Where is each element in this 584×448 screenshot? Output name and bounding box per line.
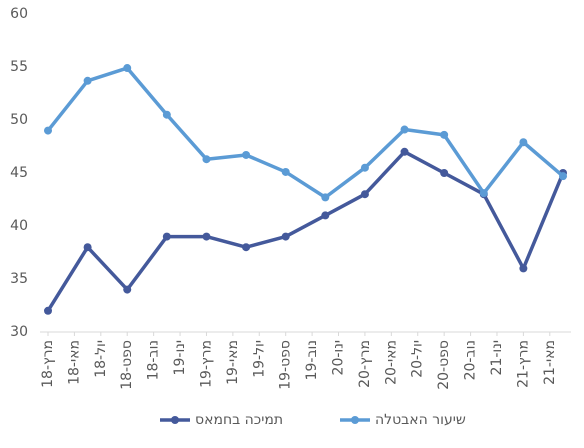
x-tick-label: מרץ-19 <box>198 340 214 388</box>
point <box>440 130 449 139</box>
point <box>519 264 528 273</box>
x-tick-label: ינו-19 <box>172 340 188 375</box>
point <box>440 169 449 177</box>
point <box>281 167 290 176</box>
x-tick-label: ספט-18 <box>119 340 135 390</box>
x-tick-label: ספט-20 <box>436 340 452 390</box>
point <box>559 172 567 181</box>
point <box>83 76 92 85</box>
x-tick-label: יול-18 <box>93 340 109 378</box>
y-tick-label: 60 <box>10 6 28 22</box>
y-tick-label: 50 <box>10 112 28 128</box>
x-tick-label: נוב-19 <box>304 340 320 380</box>
x-tick-label: נוב-18 <box>146 340 162 380</box>
legend-marker <box>351 416 359 424</box>
point <box>44 306 52 315</box>
point <box>360 190 369 199</box>
point <box>281 232 290 241</box>
legend-label: שיעור האבטלה <box>375 412 466 428</box>
point <box>123 64 132 73</box>
x-tick-label: מרץ-20 <box>357 340 373 388</box>
point <box>44 126 52 135</box>
point <box>162 110 171 119</box>
point <box>202 232 211 241</box>
x-tick-label: מרץ-18 <box>40 340 56 388</box>
point <box>242 243 251 252</box>
point <box>242 150 251 159</box>
point <box>400 147 409 156</box>
point <box>202 155 211 164</box>
y-tick-label: 55 <box>10 59 28 75</box>
y-tick-label: 40 <box>10 218 28 234</box>
y-tick-label: 45 <box>10 165 28 181</box>
x-tick-label: ספט-19 <box>278 340 294 390</box>
x-tick-label: מאי-20 <box>383 340 399 385</box>
x-tick-label: יול-20 <box>410 340 426 378</box>
point <box>321 211 330 220</box>
point <box>360 163 369 172</box>
x-tick-label: מרץ-21 <box>515 340 531 388</box>
point <box>519 138 528 147</box>
series-line <box>46 66 565 200</box>
series-line <box>46 150 565 312</box>
y-tick-label: 35 <box>10 271 28 287</box>
legend-marker <box>171 416 179 424</box>
x-tick-label: יול-19 <box>251 340 267 378</box>
x-tick-label: ינו-20 <box>331 340 347 375</box>
point <box>162 232 171 241</box>
x-tick-label: מאי-18 <box>66 340 82 385</box>
x-tick-label: ינו-21 <box>489 340 505 375</box>
point <box>400 125 409 134</box>
point <box>479 189 488 198</box>
point <box>123 285 132 294</box>
x-tick-label: נוב-20 <box>463 340 479 380</box>
point <box>321 193 330 202</box>
y-tick-label: 30 <box>10 324 28 340</box>
legend-label: תמיכה בחמאס <box>195 412 283 428</box>
x-tick-label: מאי-19 <box>225 340 241 385</box>
x-tick-label: מאי-21 <box>542 340 558 385</box>
point <box>83 243 92 252</box>
